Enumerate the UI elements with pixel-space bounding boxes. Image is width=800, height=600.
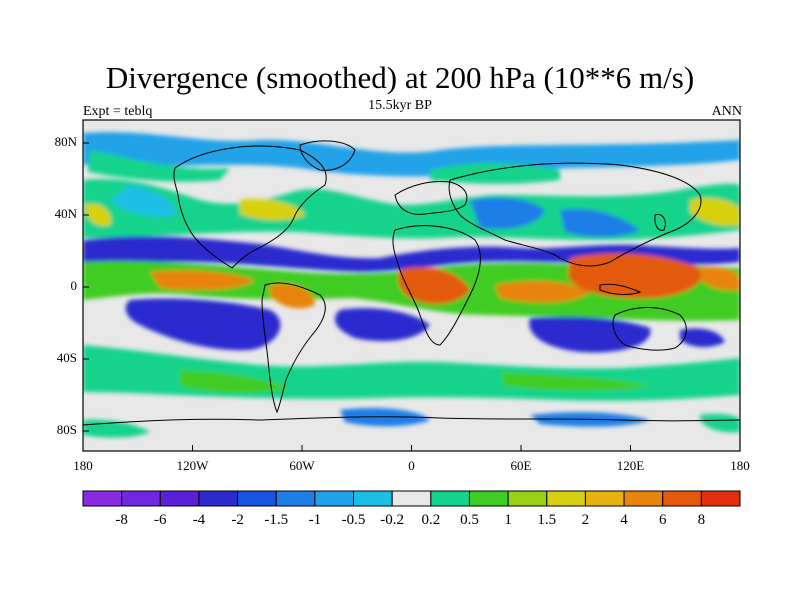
field-sh-green-strong (180, 370, 290, 393)
coast-asia (448, 162, 702, 267)
colorbar-swatch (275, 490, 316, 507)
field-sh-indian-blue (529, 316, 651, 353)
lon-label: 60W (289, 458, 315, 473)
lon-label: 120W (176, 458, 209, 473)
colorbar-label: 0.5 (460, 512, 479, 528)
colorbar-label: -0.5 (341, 512, 366, 528)
colorbar-label: 2 (581, 512, 590, 528)
field-east-asia-yellow (690, 198, 740, 226)
colorbar-label: 1.5 (537, 512, 557, 528)
field-samerica-orange (270, 283, 315, 309)
coast-south-america (261, 282, 326, 414)
experiment-label: Expt = teblq (83, 104, 153, 119)
colorbar-swatch (700, 490, 741, 507)
coast-japan (654, 213, 666, 231)
colorbar-label: -2 (231, 512, 244, 528)
lon-label: 180 (730, 458, 750, 473)
field-arctic-green-2 (430, 163, 560, 184)
coast-indonesia (599, 283, 642, 295)
plot-title: Divergence (smoothed) at 200 hPa (10**6 … (105, 60, 695, 95)
field-sh-atlantic-blue (335, 308, 430, 342)
field-indian-orange (495, 280, 590, 303)
field-arctic-green (88, 150, 230, 182)
colorbar-label: 6 (658, 512, 667, 528)
colorbar-swatch (507, 490, 548, 507)
coast-antarctica (83, 416, 740, 426)
colorbar-swatch (546, 490, 586, 507)
field-nh-blue-patch (470, 197, 545, 230)
lon-label: 60E (510, 458, 532, 473)
field-us-yellow (240, 199, 305, 221)
colorbar-swatch (314, 490, 355, 507)
colorbar-swatch (82, 490, 123, 507)
colorbar-label: -1 (308, 512, 322, 528)
colorbar-swatch (468, 490, 509, 507)
plot-subtitle: 15.5kyr BP (368, 98, 432, 113)
colorbar-swatch (198, 490, 239, 507)
colorbar-swatch (662, 490, 702, 507)
field-africa-red (398, 267, 470, 304)
colorbar-swatch (584, 490, 625, 507)
lon-label: 120E (616, 458, 645, 473)
colorbar-label: 4 (620, 512, 628, 528)
colorbar-swatch (353, 490, 393, 507)
field-sh-pacific-blue (125, 298, 281, 351)
field-pacific-blue-ring (110, 185, 176, 217)
colorbar-label: -8 (115, 512, 128, 528)
colorbar-label: -4 (192, 512, 206, 528)
coast-north-america (173, 145, 327, 269)
colorbar-swatch (623, 490, 664, 507)
field-so-green-2 (700, 413, 740, 433)
colorbar-label: 0.2 (421, 512, 441, 528)
lat-label: 0 (70, 278, 78, 293)
lon-label: 0 (408, 458, 415, 473)
colorbar (82, 490, 741, 507)
field-nw-yellow (85, 203, 111, 226)
colorbar-label: -1.5 (264, 512, 289, 528)
colorbar-swatch (159, 490, 200, 507)
lat-label: 40S (56, 350, 77, 365)
field-sh-green-strong-2 (500, 372, 650, 391)
colorbar-swatch (430, 490, 470, 507)
colorbar-swatch (391, 490, 432, 507)
colorbar-label: 8 (697, 512, 706, 528)
colorbar-swatch (237, 490, 277, 507)
season-label: ANN (711, 104, 742, 119)
coast-europe (394, 181, 468, 215)
lon-label: 180 (73, 458, 93, 473)
coast-greenland (299, 140, 356, 171)
field-pacific-orange (150, 270, 255, 290)
colorbar-label: -6 (154, 512, 167, 528)
field-warmpool-orange-east (700, 267, 740, 291)
coast-africa (392, 225, 481, 346)
field-sh-pacific-east-blue (680, 328, 725, 348)
coast-australia (612, 307, 687, 351)
field-nh-subtropical-blue (83, 236, 740, 272)
colorbar-label: 1 (504, 512, 512, 528)
colorbar-swatch (121, 490, 161, 507)
lat-label: 80S (56, 422, 77, 437)
colorbar-label: -0.2 (380, 512, 405, 528)
lat-label: 40N (54, 206, 77, 221)
field-nh-blue-patch-2 (560, 208, 640, 237)
lat-label: 80N (54, 134, 77, 149)
field-arctic-blue (83, 132, 740, 177)
